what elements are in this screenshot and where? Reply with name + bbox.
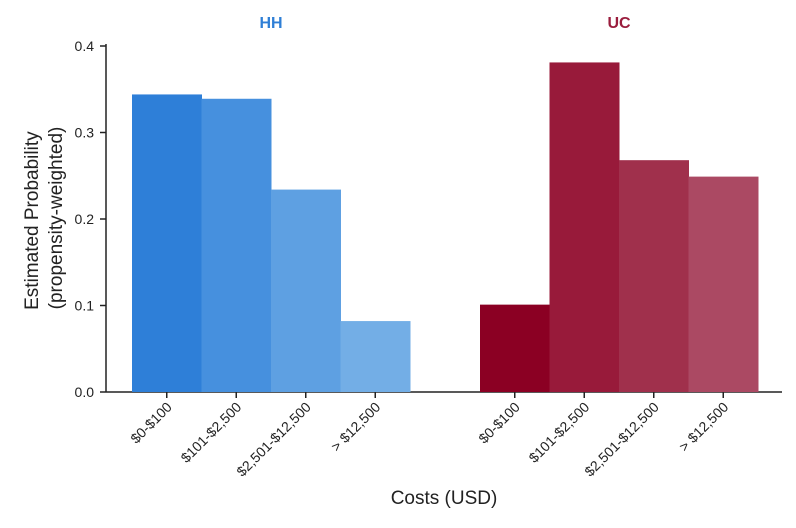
x-tick-label: $101-$2,500 xyxy=(525,399,592,466)
x-tick-label: $2,501-$12,500 xyxy=(581,399,662,480)
bars xyxy=(132,62,759,393)
y-tick-label: 0.3 xyxy=(75,125,95,141)
bar-hh-2-501-12-500 xyxy=(271,189,341,392)
bar-hh-101-2-500 xyxy=(201,98,272,392)
group-titles: HH UC xyxy=(259,15,631,32)
y-axis-title: Estimated Probability (propensity-weight… xyxy=(22,126,67,310)
x-tick-label: $101-$2,500 xyxy=(177,399,244,466)
bar-hh-0-100 xyxy=(132,94,202,392)
bar-uc-12-500 xyxy=(688,176,759,392)
x-tick-label: > $12,500 xyxy=(328,399,384,455)
y-axis-title-line1: Estimated Probability xyxy=(22,131,43,310)
y-tick-label: 0.0 xyxy=(75,384,95,400)
group-title-hh: HH xyxy=(259,15,282,32)
x-axis-title: Costs (USD) xyxy=(391,488,498,509)
x-tick-label: $2,501-$12,500 xyxy=(233,399,314,480)
x-tick-label: $0-$100 xyxy=(475,399,523,447)
bar-uc-101-2-500 xyxy=(549,62,620,393)
y-tick-label: 0.4 xyxy=(75,38,95,54)
y-axis-title-line2: (propensity-weighted) xyxy=(46,127,67,310)
x-tick-label: $0-$100 xyxy=(127,399,175,447)
bar-uc-0-100 xyxy=(480,304,550,392)
y-tick-label: 0.2 xyxy=(75,211,95,227)
x-tick-label: > $12,500 xyxy=(676,399,732,455)
y-axis-ticks: 0.0 0.1 0.2 0.3 0.4 xyxy=(75,38,106,400)
bar-uc-2-501-12-500 xyxy=(619,160,689,392)
group-title-uc: UC xyxy=(607,15,631,32)
bar-hh-12-500 xyxy=(340,321,411,392)
y-tick-label: 0.1 xyxy=(75,298,95,314)
x-axis-ticks: $0-$100 $101-$2,500$2,501-$12,500 > $12,50… xyxy=(127,392,732,480)
